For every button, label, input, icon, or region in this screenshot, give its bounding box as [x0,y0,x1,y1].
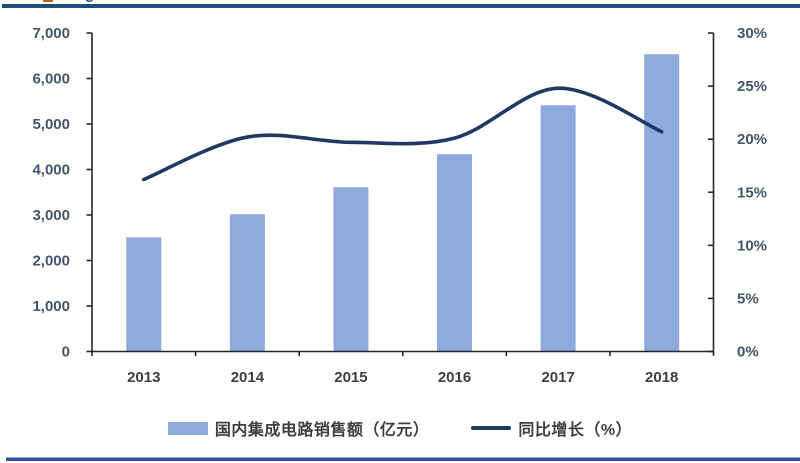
cropped-title-descender-glyph: g [85,0,94,3]
right-tick-label: 5% [737,290,759,307]
right-tick-label: 10% [737,237,767,254]
bar-2016 [437,154,473,352]
top-rule [2,4,800,8]
bar-series-label: 国内集成电路销售额（亿元） [214,422,430,439]
line-series-label: 同比增长（%） [518,422,633,439]
right-tick-label: 0% [737,344,759,361]
bar-2014 [229,214,265,352]
bar-2015 [333,187,369,352]
left-tick-label: 5,000 [32,116,70,133]
x-category-label: 2017 [541,369,574,386]
chart-legend: 国内集成电路销售额（亿元） 同比增长（%） [0,414,800,442]
legend-item-bar-series: 国内集成电路销售额（亿元） [167,416,430,440]
x-category-label: 2013 [127,369,160,386]
right-axis-labels: 0% 5% 10% 15% 20% 25% 30% [737,25,767,361]
line-series-swatch-icon [471,426,512,430]
left-tick-label: 3,000 [32,207,70,224]
cropped-title-accent-fragment [43,0,53,2]
axes-group [91,33,715,353]
x-category-label: 2018 [645,369,678,386]
tick-marks-group [86,32,715,356]
bar-2013 [126,237,162,352]
bar-series-swatch-icon [167,421,208,435]
left-tick-label: 0 [62,344,70,361]
bar-2017 [540,105,576,352]
bars-group [126,54,680,352]
right-tick-label: 15% [737,184,767,201]
left-tick-label: 7,000 [32,25,70,42]
legend-item-line-series: 同比增长（%） [471,416,632,440]
left-tick-label: 4,000 [32,162,70,179]
left-tick-label: 6,000 [32,71,70,88]
x-category-label: 2014 [231,369,265,386]
bar-2018 [644,54,680,352]
left-tick-label: 2,000 [32,253,70,270]
x-axis-labels: 2013 2014 2015 2016 2017 2018 [127,369,678,386]
right-tick-label: 20% [737,131,767,148]
left-axis-labels: 0 1,000 2,000 3,000 4,000 5,000 6,000 7,000 [32,25,70,361]
left-tick-label: 1,000 [32,298,70,315]
bottom-rule [6,457,800,461]
right-tick-label: 30% [737,25,767,42]
right-tick-label: 25% [737,78,767,95]
x-category-label: 2016 [438,369,471,386]
line-series-group [141,86,664,182]
growth-line [141,86,664,182]
cropped-title-descender: g [85,0,101,4]
x-category-label: 2015 [334,369,367,386]
